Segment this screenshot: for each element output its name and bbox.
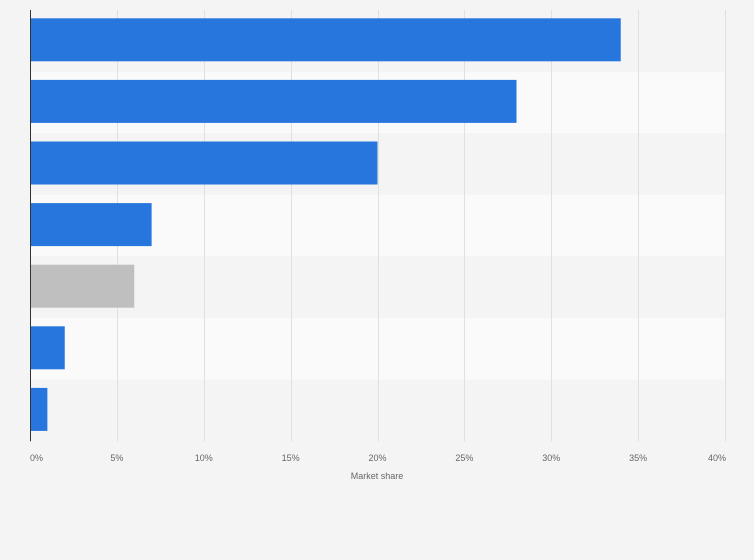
x-tick-label: 5% [110,453,123,463]
x-tick-label: 25% [455,453,473,463]
x-tick-label: 10% [195,453,213,463]
row-bands [30,10,725,442]
row-band [30,318,725,380]
x-tick-label: 15% [282,453,300,463]
row-band [30,379,725,442]
bar-3 [30,141,378,185]
bar-4 [30,203,152,247]
x-tick-label: 30% [542,453,560,463]
x-tick-label: 20% [368,453,386,463]
bar-1 [30,18,621,62]
bar-5 [30,264,135,308]
bar-7 [30,387,48,431]
x-tick-label: 40% [708,453,726,463]
bar-2 [30,79,517,123]
x-tick-label: 0% [30,453,43,463]
bars [30,18,621,431]
x-tick-label: 35% [629,453,647,463]
row-band [30,256,725,318]
x-axis-title: Market share [351,471,404,481]
x-tick-labels: 0% 5% 10% 15% 20% 25% 30% 35% 40% [30,453,726,463]
bar-6 [30,326,65,370]
